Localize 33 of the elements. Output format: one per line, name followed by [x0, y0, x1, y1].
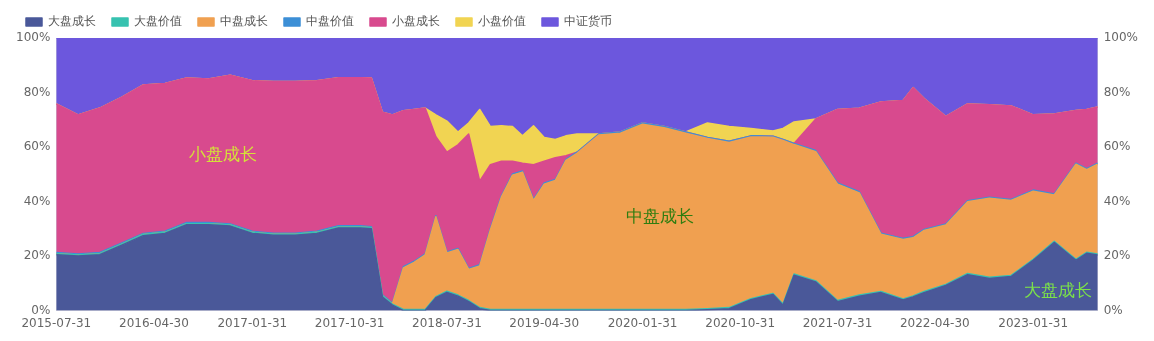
y2-tick-label: 100% [1103, 30, 1139, 45]
annotation: 中盘成长 [626, 206, 695, 227]
annotation: 小盘成长 [188, 143, 257, 164]
legend-label: 中证货币 [564, 14, 612, 29]
y-tick-label: 60% [23, 139, 51, 154]
y-tick-label: 80% [23, 84, 51, 99]
x-tick-label: 2017-01-31 [217, 315, 288, 330]
y2-tick-label: 60% [1103, 139, 1131, 154]
y-tick-label: 20% [23, 248, 51, 263]
legend-label: 中盘成长 [220, 14, 268, 29]
y2-tick-label: 20% [1103, 248, 1131, 263]
y2-tick-label: 80% [1103, 84, 1131, 99]
x-tick-label: 2021-07-31 [802, 315, 873, 330]
x-tick-label: 2020-10-31 [705, 315, 776, 330]
annotation: 大盘成长 [1023, 279, 1092, 300]
x-tick-label: 2016-04-30 [119, 315, 189, 330]
legend-label: 中盘价值 [306, 14, 354, 29]
x-tick-label: 2022-04-30 [899, 315, 970, 330]
x-tick-label: 2017-10-31 [314, 315, 385, 330]
x-tick-label: 2019-04-30 [509, 315, 580, 330]
y2-tick-label: 40% [1103, 193, 1131, 208]
x-tick-label: 2023-01-31 [998, 315, 1069, 330]
x-tick-label: 2020-01-31 [607, 315, 678, 330]
y-tick-label: 40% [23, 193, 51, 208]
legend-label: 大盘成长 [48, 14, 96, 29]
y-tick-label: 100% [15, 30, 51, 45]
x-tick-label: 2018-07-31 [412, 315, 482, 330]
x-tick-label: 2015-07-31 [21, 315, 92, 330]
y-tick-label: 0% [31, 302, 51, 317]
legend-label: 大盘价值 [134, 14, 182, 29]
legend-label: 小盘成长 [392, 14, 440, 29]
legend-label: 小盘价值 [478, 14, 526, 29]
y2-tick-label: 0% [1103, 302, 1123, 317]
